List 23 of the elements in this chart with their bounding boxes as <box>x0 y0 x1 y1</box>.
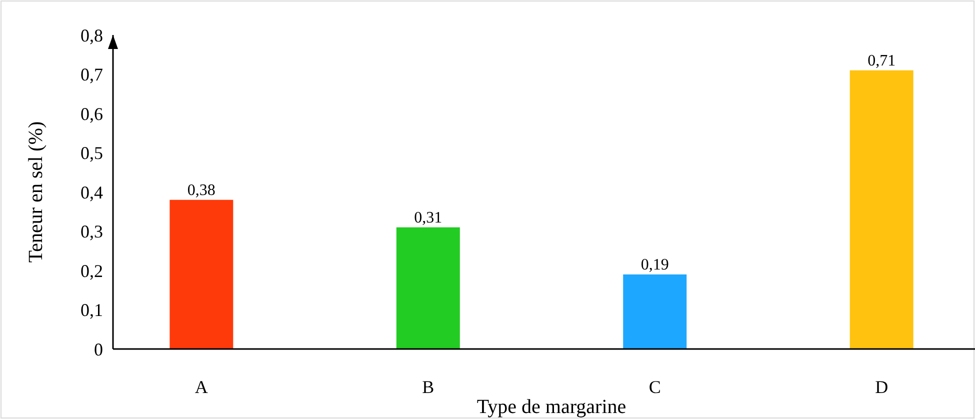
x-tick-label: A <box>194 377 208 397</box>
data-label: 0,71 <box>868 52 896 70</box>
y-tick-label: 0,4 <box>80 182 103 202</box>
y-tick-label: 0,3 <box>80 222 103 242</box>
x-tick-label: C <box>648 377 661 397</box>
data-label: 0,31 <box>414 209 442 226</box>
bar <box>396 227 460 349</box>
y-tick-label: 0,2 <box>80 260 103 281</box>
y-tick-label: 0,6 <box>80 104 103 124</box>
x-tick-label: B <box>422 377 434 397</box>
bar <box>850 70 914 349</box>
y-tick-label: 0,5 <box>80 143 103 164</box>
data-label: 0,19 <box>640 256 669 274</box>
data-label: 0,38 <box>187 182 216 199</box>
bar <box>170 200 234 349</box>
bar <box>623 274 687 349</box>
text: 0 <box>94 339 103 360</box>
x-tick-label: D <box>875 377 888 397</box>
x-axis-title: Type de margarine <box>476 396 626 418</box>
y-axis-title: Teneur en sel (%) <box>25 121 47 263</box>
y-tick-label: 0,1 <box>80 300 103 320</box>
y-tick-label: 0,7 <box>80 64 103 85</box>
y-tick-label: 0,8 <box>80 25 103 46</box>
